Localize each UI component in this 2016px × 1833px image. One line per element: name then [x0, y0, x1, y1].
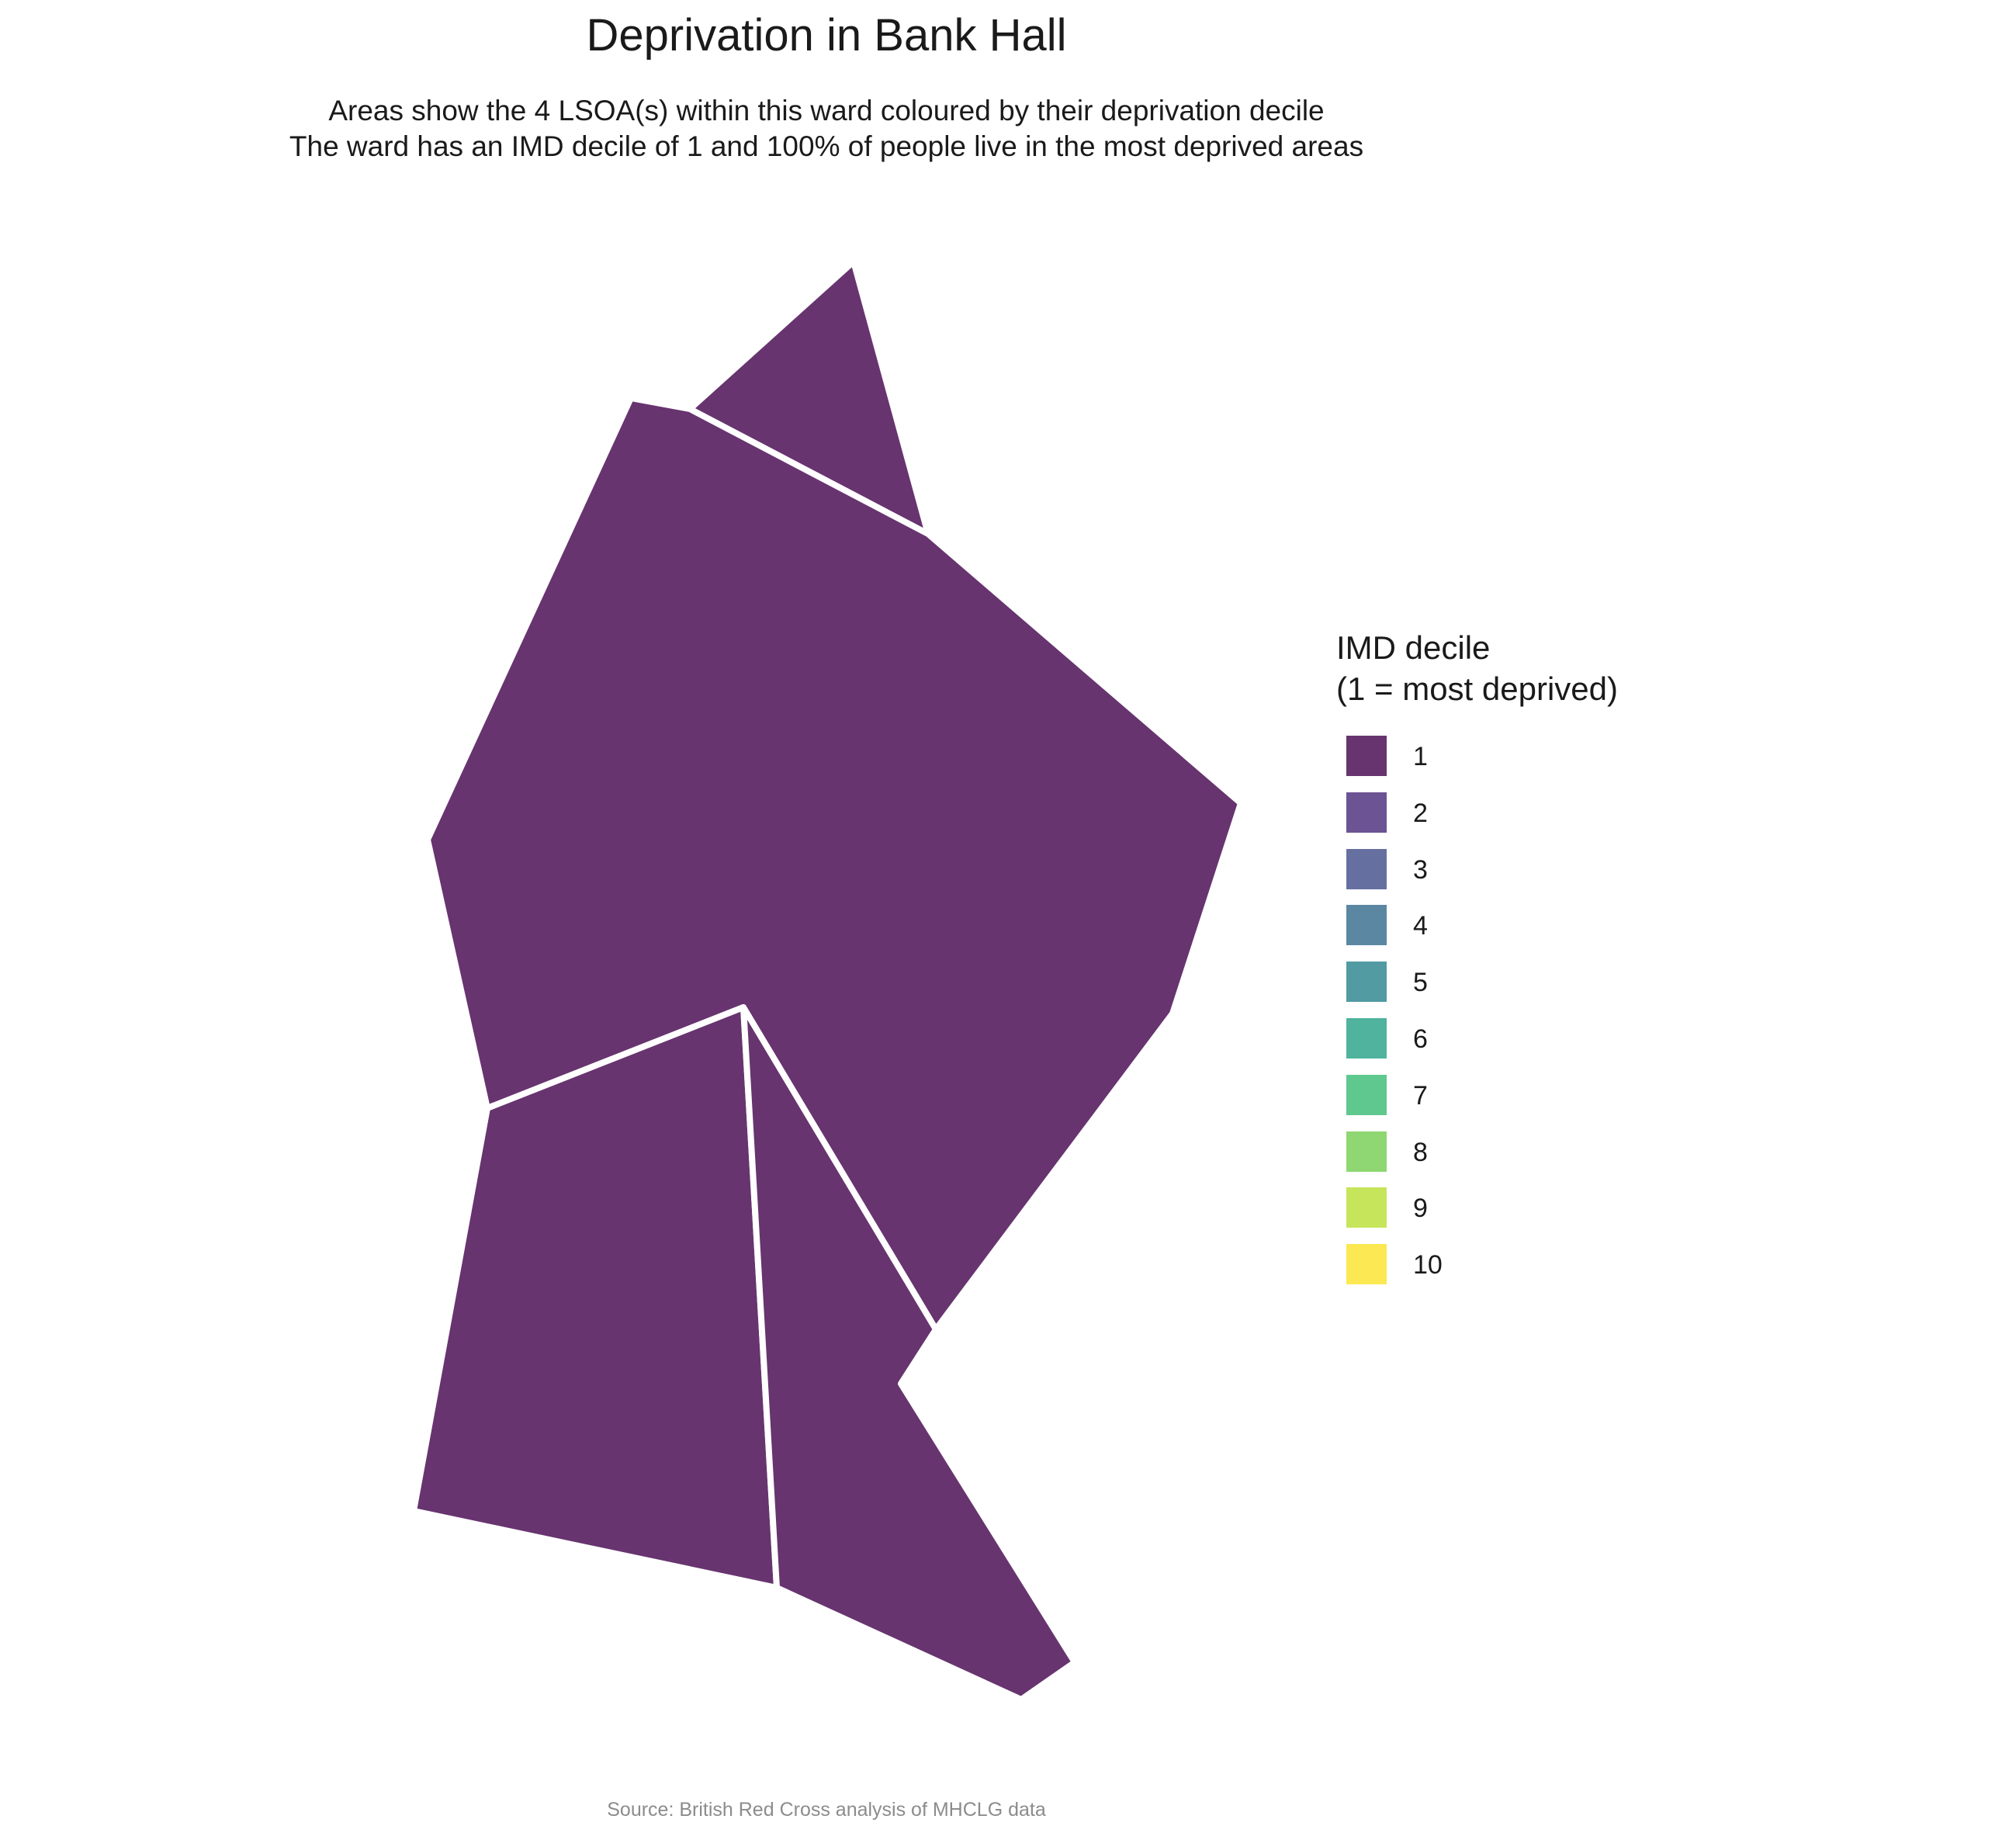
legend-key-swatch [1346, 1074, 1387, 1115]
legend-label: 5 [1413, 968, 1428, 998]
legend-label: 3 [1413, 854, 1428, 885]
lsoa-area-central[interactable] [424, 395, 1244, 1332]
lsoa-area-southwest[interactable] [410, 1004, 780, 1591]
legend-key-swatch [1346, 1244, 1387, 1285]
legend-key-swatch [1346, 1131, 1387, 1172]
legend-label: 8 [1413, 1137, 1428, 1167]
legend-title: IMD decile (1 = most deprived) [1336, 627, 1618, 709]
legend-label: 2 [1413, 798, 1428, 828]
source-caption: Source: British Red Cross analysis of MH… [607, 1799, 1046, 1821]
legend-label: 7 [1413, 1080, 1428, 1111]
legend-label: 10 [1413, 1250, 1443, 1280]
chart-title: Deprivation in Bank Hall [586, 10, 1067, 61]
legend-key-swatch [1346, 736, 1387, 776]
legend-key-swatch [1346, 1018, 1387, 1059]
legend-title-line1: IMD decile [1336, 629, 1491, 666]
legend-label: 4 [1413, 911, 1428, 941]
legend-title-line2: (1 = most deprived) [1336, 670, 1618, 707]
legend-key-swatch [1346, 905, 1387, 946]
legend-key-swatch [1346, 792, 1387, 833]
legend-key-swatch [1346, 1187, 1387, 1228]
legend-label: 1 [1413, 742, 1428, 771]
legend-label: 6 [1413, 1024, 1428, 1054]
lsoa-area-southeast[interactable] [740, 1004, 1078, 1703]
legend-key-swatch [1346, 962, 1387, 1003]
legend-key-swatch [1346, 848, 1387, 889]
legend-label: 9 [1413, 1194, 1428, 1224]
chart-subtitle-line2: The ward has an IMD decile of 1 and 100%… [289, 130, 1364, 162]
chart-subtitle-line1: Areas show the 4 LSOA(s) within this war… [328, 95, 1325, 126]
